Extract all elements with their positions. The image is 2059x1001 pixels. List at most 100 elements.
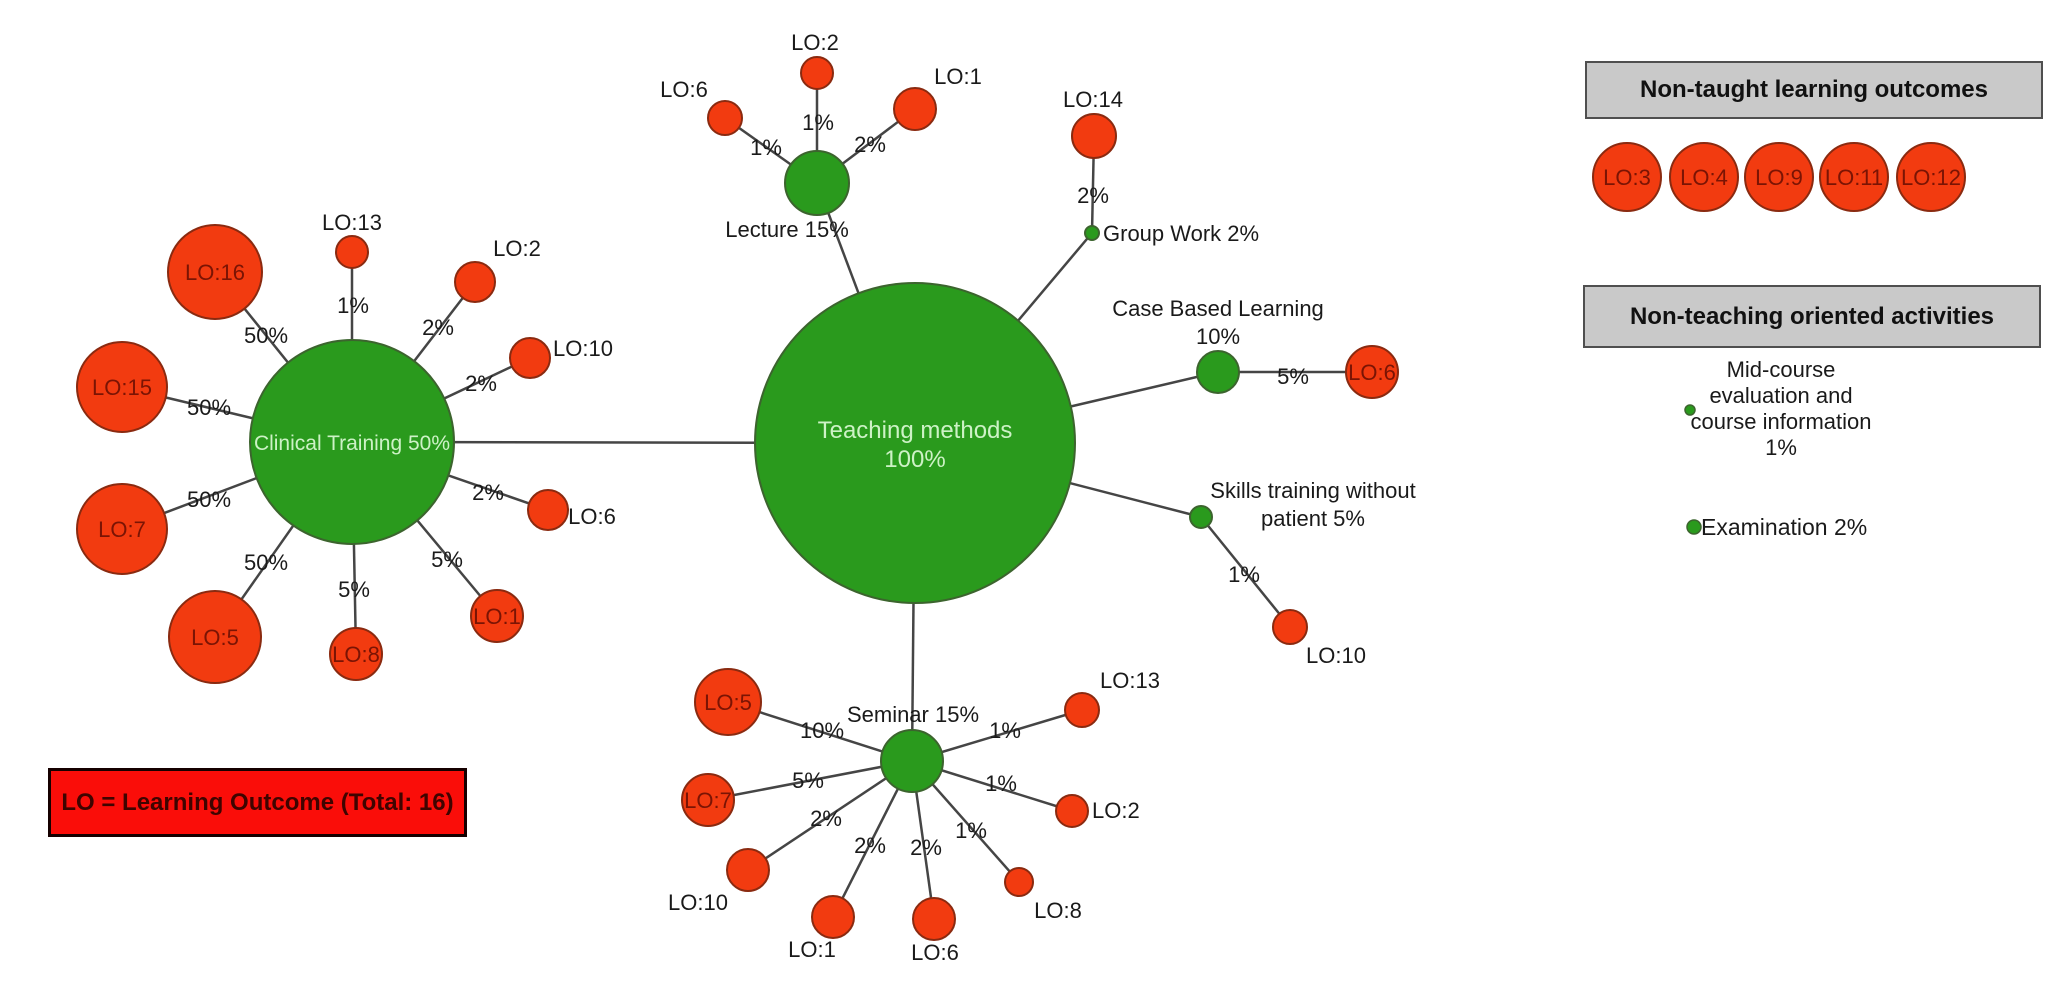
outcome-node-m5: [694, 668, 762, 736]
node-label: Seminar 15%: [847, 702, 979, 727]
outcome-node-m2: [1055, 794, 1089, 828]
legend-outcome-circle-label: LO:11: [1825, 165, 1883, 190]
outcome-node-g14: [1071, 113, 1117, 159]
learning-outcome-note-text: LO = Learning Outcome (Total: 16): [61, 788, 454, 816]
edge-percent-label: 1%: [1228, 562, 1260, 587]
outcome-node-s10: [1272, 609, 1308, 645]
method-node-cbl: [1196, 350, 1240, 394]
node-label: Case Based Learning 10%: [1112, 296, 1324, 349]
node-label: LO:6: [660, 77, 708, 102]
node-label: LO:6: [1348, 360, 1396, 385]
outcome-node-m1: [811, 895, 855, 939]
node-label: Skills training without patient 5%: [1210, 478, 1415, 531]
legend-outcome-circle-lo-4: [1669, 142, 1739, 212]
node-label: Clinical Training 50%: [254, 432, 450, 455]
edge-percent-label: 1%: [989, 718, 1021, 743]
legend-outcome-circle-label: LO:4: [1680, 165, 1728, 190]
edge-percent-label: 2%: [910, 835, 942, 860]
edge-percent-label: 1%: [955, 818, 987, 843]
edge-percent-label: 50%: [244, 323, 288, 348]
edge-percent-label: 1%: [985, 771, 1017, 796]
legend-outcome-circle-lo-3: [1592, 142, 1662, 212]
legend-non-taught-title: Non-taught learning outcomes: [1640, 76, 1988, 103]
outcome-node-c7: [76, 483, 168, 575]
legend-outcome-circle-label: LO:12: [1901, 165, 1961, 190]
outcome-node-c16: [167, 224, 263, 320]
node-label: LO:2: [1092, 798, 1140, 823]
edge-percent-label: 5%: [431, 547, 463, 572]
method-node-lecture: [784, 150, 850, 216]
edge-percent-label: 50%: [187, 487, 231, 512]
outcome-node-l6: [707, 100, 743, 136]
legend-outcome-circle-lo-9: [1744, 142, 1814, 212]
node-label: LO:16: [185, 260, 245, 285]
outcome-node-m13: [1064, 692, 1100, 728]
node-label: LO:13: [322, 210, 382, 235]
legend-activity-dot-1: [1686, 519, 1702, 535]
learning-outcome-note-box: LO = Learning Outcome (Total: 16): [48, 768, 467, 837]
node-label: LO:8: [332, 642, 380, 667]
node-label: LO:1: [788, 937, 836, 962]
outcome-node-c6: [527, 489, 569, 531]
edge-percent-label: 50%: [187, 395, 231, 420]
node-label: LO:5: [704, 690, 752, 715]
edge-percent-label: 2%: [854, 132, 886, 157]
edge-percent-label: 2%: [472, 480, 504, 505]
outcome-node-c1: [470, 589, 524, 643]
outcome-node-c2: [454, 261, 496, 303]
edge-percent-label: 1%: [337, 293, 369, 318]
edge-seminar-m10: [747, 759, 913, 872]
legend-outcome-circle-label: LO:9: [1755, 165, 1803, 190]
legend-activity-dot-0: [1684, 404, 1696, 416]
outcome-node-c8: [329, 627, 383, 681]
outcome-node-l2: [800, 56, 834, 90]
edge-percent-label: 2%: [422, 315, 454, 340]
legend-outcome-circle-lo-11: [1819, 142, 1889, 212]
edge-percent-label: 50%: [244, 550, 288, 575]
edge-percent-label: 10%: [800, 718, 844, 743]
outcome-node-m8: [1004, 867, 1034, 897]
examination-label: Examination 2%: [1701, 514, 1868, 540]
legend-outcome-circle-lo-12: [1896, 142, 1966, 212]
node-label: LO:10: [1306, 643, 1366, 668]
node-label: LO:2: [493, 236, 541, 261]
edge-percent-label: 1%: [802, 110, 834, 135]
node-label: LO:13: [1100, 668, 1160, 693]
node-label: LO:6: [911, 940, 959, 965]
outcome-node-m7: [681, 773, 735, 827]
node-label: Group Work 2%: [1103, 221, 1259, 246]
outcome-node-c10: [509, 337, 551, 379]
outcome-node-l1: [893, 87, 937, 131]
node-label: LO:1: [473, 604, 521, 629]
outcome-node-m10: [726, 848, 770, 892]
outcome-node-m6: [912, 897, 956, 941]
node-label: LO:7: [98, 517, 146, 542]
edge-percent-label: 1%: [750, 135, 782, 160]
edge-percent-label: 2%: [810, 806, 842, 831]
node-label: LO:5: [191, 625, 239, 650]
method-node-skills: [1189, 505, 1213, 529]
method-node-teaching: [754, 282, 1076, 604]
edge-percent-label: 5%: [1277, 364, 1309, 389]
edge-skills-s10: [1200, 516, 1291, 628]
node-label: LO:10: [553, 336, 613, 361]
node-label: LO:2: [791, 30, 839, 55]
edge-percent-label: 2%: [465, 371, 497, 396]
node-label: Lecture 15%: [725, 217, 849, 242]
outcome-node-c15: [76, 341, 168, 433]
midcourse-evaluation-label: Mid-course evaluation and course informa…: [1690, 357, 1872, 460]
node-label: LO:1: [934, 64, 982, 89]
method-node-groupwork: [1084, 225, 1100, 241]
node-label: LO:8: [1034, 898, 1082, 923]
node-label: LO:14: [1063, 87, 1123, 112]
method-node-clinical: [249, 339, 455, 545]
legend-activities-box: Non-teaching oriented activities: [1583, 285, 2041, 348]
outcome-node-c5: [168, 590, 262, 684]
method-node-seminar: [880, 729, 944, 793]
legend-outcome-circle-label: LO:3: [1603, 165, 1651, 190]
node-label: Teaching methods 100%: [818, 417, 1013, 473]
legend-activities-title: Non-teaching oriented activities: [1629, 302, 1995, 330]
edge-percent-label: 5%: [792, 768, 824, 793]
